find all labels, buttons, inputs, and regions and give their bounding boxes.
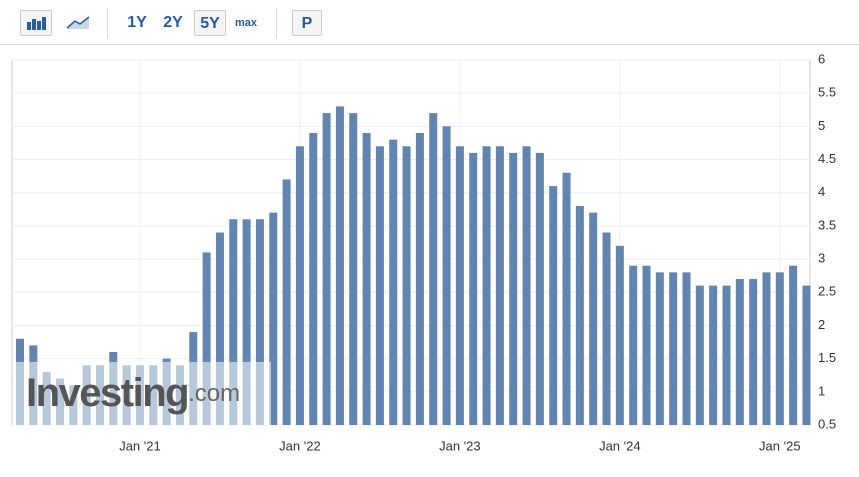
bar: [789, 265, 798, 425]
x-tick-label: Jan '24: [599, 438, 641, 453]
range-button[interactable]: max: [234, 17, 258, 29]
bar: [695, 285, 704, 425]
bar: [269, 212, 278, 425]
line-chart-button[interactable]: [62, 10, 94, 36]
bar: [535, 152, 544, 425]
bar: [362, 133, 371, 425]
bar: [602, 232, 611, 425]
bar: [402, 146, 411, 425]
bar: [629, 265, 638, 425]
y-tick-label: 2.5: [818, 284, 836, 299]
watermark-background: [13, 361, 271, 425]
bar: [655, 272, 664, 425]
y-tick-label: 5: [818, 118, 825, 133]
x-tick-label: Jan '25: [759, 438, 801, 453]
bar: [775, 272, 784, 425]
bar: [282, 179, 291, 425]
bar: [322, 113, 331, 425]
bar-icon: [27, 17, 46, 30]
bar: [389, 139, 398, 425]
range-button[interactable]: 1Y: [127, 14, 147, 31]
watermark-suffix: .com: [188, 380, 240, 407]
bar: [642, 265, 651, 425]
y-tick-label: 6: [818, 51, 825, 66]
bar: [255, 219, 264, 425]
bar: [682, 272, 691, 425]
x-tick-label: Jan '22: [279, 438, 321, 453]
bar: [522, 146, 531, 425]
range-button[interactable]: 5Y: [194, 10, 226, 36]
x-tick-label: Jan '23: [439, 438, 481, 453]
bar: [562, 172, 571, 425]
bar: [575, 206, 584, 425]
bar: [469, 152, 478, 425]
bar: [495, 146, 504, 425]
bar: [669, 272, 678, 425]
y-tick-label: 4: [818, 184, 825, 199]
bar: [735, 279, 744, 425]
bar: [615, 245, 624, 425]
y-tick-label: 1.5: [818, 350, 836, 365]
bar: [375, 146, 384, 425]
bar: [295, 146, 304, 425]
bar: [509, 152, 518, 425]
bar: [335, 106, 344, 426]
line-icon: [66, 16, 90, 29]
bar: [229, 219, 238, 425]
bar: [549, 186, 558, 425]
bar: [415, 133, 424, 425]
bar: [802, 285, 811, 425]
watermark-brand: Investing: [26, 371, 188, 415]
y-tick-label: 1: [818, 383, 825, 398]
bar: [309, 133, 318, 425]
x-tick-label: Jan '21: [119, 438, 161, 453]
bar: [722, 285, 731, 425]
y-tick-label: 3: [818, 251, 825, 266]
bar: [749, 279, 758, 425]
bar: [762, 272, 771, 425]
bar: [455, 146, 464, 425]
separator: [107, 8, 108, 38]
toolbar: 1Y 2Y 5Y max P: [0, 0, 859, 45]
bar: [349, 113, 358, 425]
bar: [215, 232, 224, 425]
bar: [442, 126, 451, 425]
y-tick-label: 0.5: [818, 416, 836, 431]
range-button[interactable]: 2Y: [163, 14, 183, 31]
y-tick-label: 2: [818, 317, 825, 332]
bar: [242, 219, 251, 425]
bar-chart-button[interactable]: [20, 10, 52, 36]
chart: 0.5 1 1.5 2 2.5 3 3.5 4 4.5 5 5.5 6 Jan '21 Jan '22 Ja…: [11, 51, 836, 453]
y-tick-label: 5.5: [818, 85, 836, 100]
bar: [202, 252, 211, 425]
bar: [482, 146, 491, 425]
y-tick-label: 4.5: [818, 151, 836, 166]
y-tick-label: 3.5: [818, 217, 836, 232]
bar: [709, 285, 718, 425]
watermark: Investing.com: [26, 371, 240, 415]
separator: [276, 8, 277, 38]
bar: [589, 212, 598, 425]
bar: [429, 113, 438, 425]
period-button[interactable]: P: [292, 10, 322, 36]
